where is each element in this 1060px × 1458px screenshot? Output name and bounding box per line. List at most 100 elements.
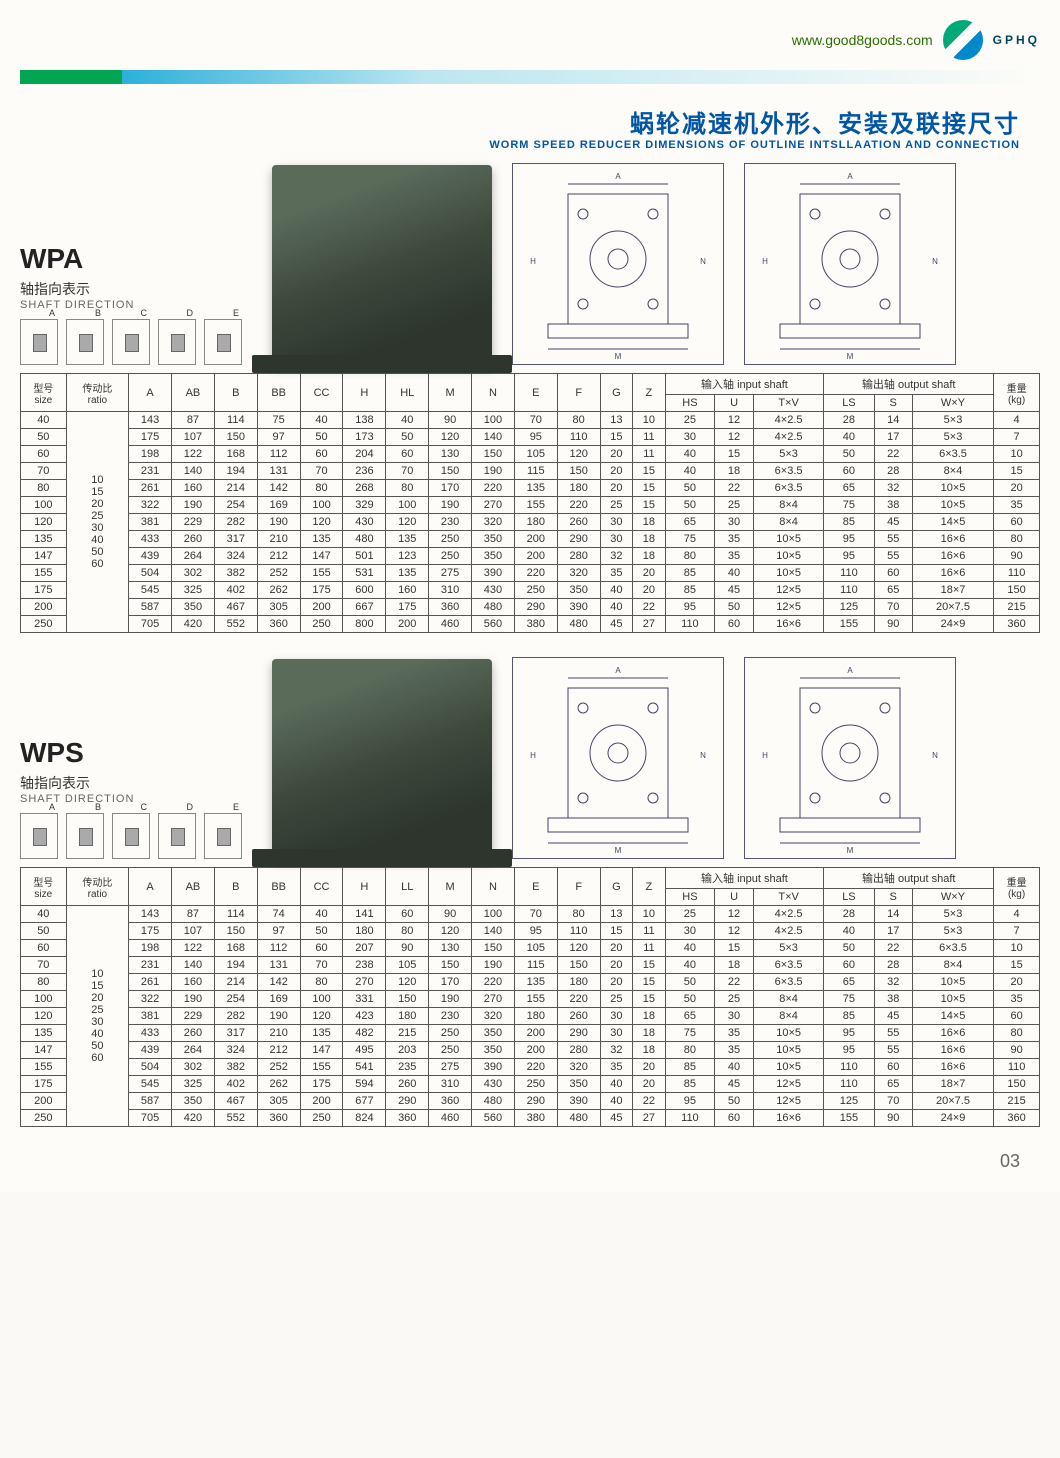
td-value: 155 [824, 616, 874, 633]
td-value: 55 [874, 1042, 912, 1059]
technical-drawing-svg: AM HN [513, 164, 723, 364]
td-value: 85 [824, 514, 874, 531]
td-value: 15 [715, 446, 754, 463]
svg-text:M: M [847, 352, 854, 361]
td-value: 350 [472, 548, 515, 565]
td-value: 324 [214, 1042, 257, 1059]
td-value: 545 [129, 582, 172, 599]
td-value: 14 [874, 906, 912, 923]
svg-text:H: H [762, 751, 768, 760]
td-value: 155 [514, 991, 557, 1008]
td-value: 6×3.5 [753, 463, 823, 480]
td-value: 50 [665, 497, 714, 514]
td-value: 140 [472, 923, 515, 940]
td-value: 40 [600, 599, 633, 616]
table-row: 1354332603172101354801352503502002903018… [21, 531, 1040, 548]
td-value: 100 [300, 497, 343, 514]
td-value: 381 [129, 514, 172, 531]
th-N: N [472, 374, 515, 412]
td-value: 97 [257, 923, 300, 940]
svg-text:N: N [932, 257, 938, 266]
td-value: 15 [633, 991, 666, 1008]
td-value: 325 [172, 582, 215, 599]
td-value: 5×3 [912, 906, 993, 923]
table-row: 2507054205523602508002004605603804804527… [21, 616, 1040, 633]
td-value: 204 [343, 446, 386, 463]
td-value: 8×4 [753, 991, 823, 1008]
td-value: 32 [600, 548, 633, 565]
td-value: 302 [172, 565, 215, 582]
td-value: 230 [429, 1008, 472, 1025]
td-value: 22 [715, 480, 754, 497]
technical-drawing-svg: AM HN [745, 658, 955, 858]
logo-icon [943, 20, 983, 60]
shaft-diagram-icon: C [112, 813, 150, 859]
td-value: 250 [429, 1025, 472, 1042]
table-row: 5017510715097501808012014095110151130124… [21, 923, 1040, 940]
td-value: 20 [633, 582, 666, 599]
td-value: 10×5 [753, 1042, 823, 1059]
td-value: 110 [824, 582, 874, 599]
td-value: 80 [300, 480, 343, 497]
td-value: 10×5 [753, 531, 823, 548]
td-size: 147 [21, 1042, 67, 1059]
td-value: 433 [129, 531, 172, 548]
td-value: 32 [874, 974, 912, 991]
td-value: 122 [172, 446, 215, 463]
td-value: 15 [633, 957, 666, 974]
td-value: 282 [214, 514, 257, 531]
td-value: 16×6 [753, 1110, 823, 1127]
td-value: 70 [514, 412, 557, 429]
td-value: 5×3 [753, 940, 823, 957]
td-value: 15 [994, 957, 1040, 974]
td-value: 270 [472, 991, 515, 1008]
td-value: 18 [633, 531, 666, 548]
th-LS: LS [824, 395, 874, 412]
td-value: 390 [557, 1093, 600, 1110]
td-value: 114 [214, 412, 257, 429]
shaft-diagram-label: A [49, 802, 55, 812]
td-value: 24×9 [912, 616, 993, 633]
td-value: 250 [429, 1042, 472, 1059]
td-value: 325 [172, 1076, 215, 1093]
shaft-diagram-label: C [141, 802, 148, 812]
td-size: 60 [21, 940, 67, 957]
td-value: 480 [557, 1110, 600, 1127]
td-value: 260 [557, 514, 600, 531]
td-value: 140 [172, 463, 215, 480]
th-input-shaft: 输入轴 input shaft [665, 868, 824, 889]
td-value: 275 [429, 565, 472, 582]
th-size: 型号size [21, 374, 67, 412]
td-value: 80 [300, 974, 343, 991]
table-row: 1203812292821901204301202303201802603018… [21, 514, 1040, 531]
td-value: 25 [715, 991, 754, 1008]
td-value: 150 [557, 957, 600, 974]
td-value: 220 [514, 1059, 557, 1076]
td-value: 190 [429, 497, 472, 514]
td-value: 390 [557, 599, 600, 616]
td-value: 254 [214, 991, 257, 1008]
td-value: 20 [600, 974, 633, 991]
td-value: 150 [386, 991, 429, 1008]
td-value: 122 [172, 940, 215, 957]
td-value: 4 [994, 412, 1040, 429]
td-value: 541 [343, 1059, 386, 1076]
svg-text:N: N [932, 751, 938, 760]
table-row: 1474392643242121475011232503502002803218… [21, 548, 1040, 565]
td-value: 200 [514, 1025, 557, 1042]
td-value: 250 [300, 616, 343, 633]
td-value: 150 [214, 429, 257, 446]
td-value: 110 [994, 1059, 1040, 1076]
td-value: 95 [514, 923, 557, 940]
td-value: 95 [665, 599, 714, 616]
td-value: 30 [600, 1025, 633, 1042]
td-value: 40 [715, 565, 754, 582]
td-value: 107 [172, 923, 215, 940]
table-row: 1354332603172101354822152503502002903018… [21, 1025, 1040, 1042]
td-value: 141 [343, 906, 386, 923]
td-value: 16×6 [912, 531, 993, 548]
td-value: 320 [557, 1059, 600, 1076]
td-value: 501 [343, 548, 386, 565]
td-value: 120 [300, 514, 343, 531]
td-value: 250 [300, 1110, 343, 1127]
